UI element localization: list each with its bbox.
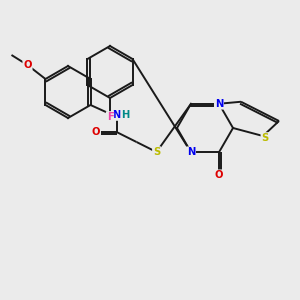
Text: N: N <box>215 99 223 109</box>
Text: O: O <box>23 60 32 70</box>
Text: N: N <box>187 147 195 157</box>
Text: F: F <box>106 112 113 122</box>
Text: O: O <box>215 170 223 180</box>
Text: O: O <box>91 127 100 137</box>
Text: N: N <box>112 110 121 120</box>
Text: S: S <box>261 133 268 143</box>
Text: S: S <box>153 147 160 157</box>
Text: H: H <box>122 110 130 120</box>
